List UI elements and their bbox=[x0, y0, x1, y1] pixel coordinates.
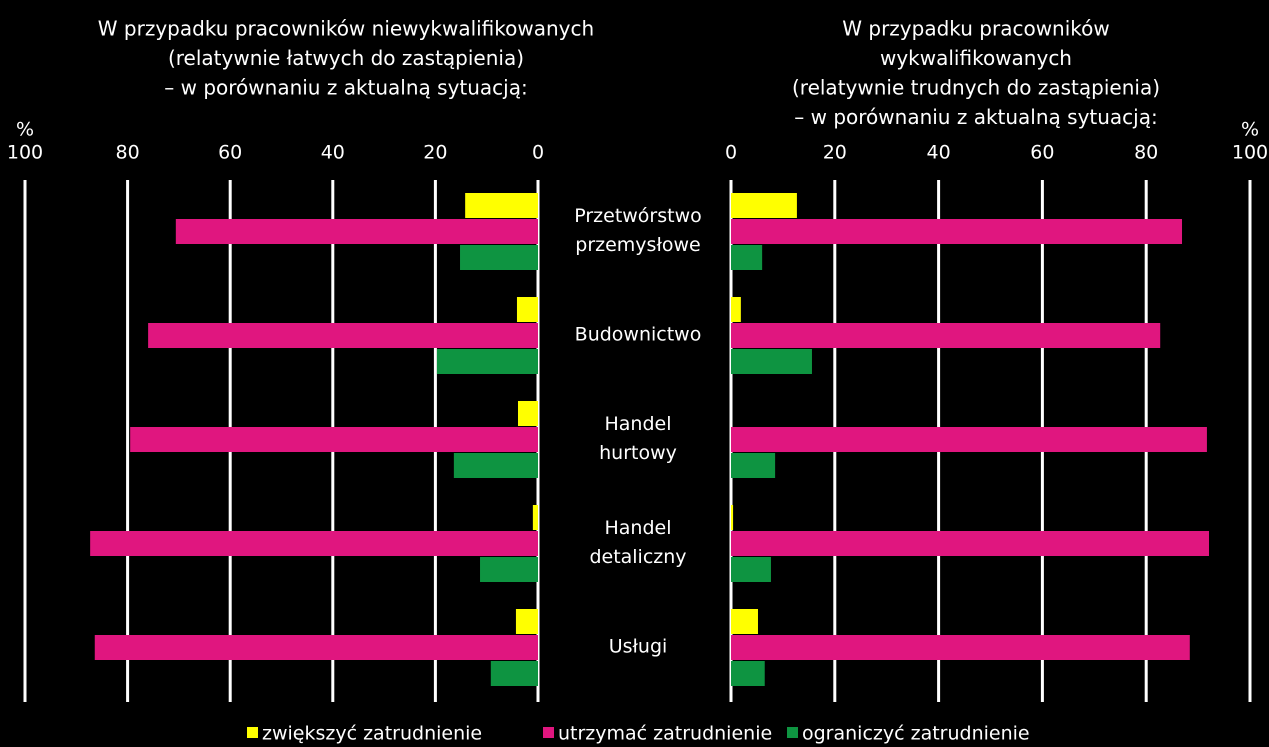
chart-title: W przypadku pracowników bbox=[842, 17, 1110, 41]
bar bbox=[731, 557, 771, 582]
bar bbox=[465, 193, 538, 218]
bar bbox=[731, 531, 1209, 556]
chart-title: wykwalifikowanych bbox=[880, 46, 1072, 70]
legend-swatch bbox=[543, 727, 554, 738]
bar bbox=[731, 219, 1183, 244]
bar bbox=[90, 531, 538, 556]
bar bbox=[175, 219, 538, 244]
bar bbox=[731, 323, 1161, 348]
bar bbox=[731, 609, 758, 634]
bar bbox=[436, 349, 538, 374]
x-tick-label: 40 bbox=[321, 142, 345, 164]
bar bbox=[731, 193, 797, 218]
bar bbox=[532, 505, 538, 530]
x-tick-label: 80 bbox=[116, 142, 140, 164]
chart-title: – w porównaniu z aktualną sytuacją: bbox=[164, 76, 527, 100]
legend-label: ograniczyć zatrudnienie bbox=[802, 723, 1030, 745]
x-tick-label: 0 bbox=[532, 142, 544, 164]
x-tick-label: 20 bbox=[423, 142, 447, 164]
axis-label: % bbox=[16, 119, 34, 141]
axis-label: % bbox=[1241, 119, 1259, 141]
bar bbox=[731, 661, 765, 686]
bar bbox=[731, 297, 741, 322]
category-label: Handel bbox=[604, 413, 671, 435]
bar bbox=[94, 635, 538, 660]
category-label: Handel bbox=[604, 517, 671, 539]
bar bbox=[515, 609, 538, 634]
x-tick-label: 100 bbox=[1232, 142, 1268, 164]
category-label: detaliczny bbox=[589, 546, 686, 568]
bar bbox=[731, 349, 812, 374]
x-tick-label: 0 bbox=[725, 142, 737, 164]
bar bbox=[480, 557, 538, 582]
bar bbox=[490, 661, 538, 686]
bar bbox=[731, 635, 1190, 660]
legend-swatch bbox=[247, 727, 258, 738]
bar bbox=[130, 427, 539, 452]
chart-title: W przypadku pracowników niewykwalifikowa… bbox=[98, 17, 594, 41]
category-label: Przetwórstwo bbox=[574, 205, 702, 227]
legend-label: utrzymać zatrudnienie bbox=[558, 723, 772, 745]
category-label: Budownictwo bbox=[575, 324, 702, 346]
category-label: przemysłowe bbox=[575, 234, 700, 256]
bar bbox=[148, 323, 538, 348]
legend-label: zwiększyć zatrudnienie bbox=[262, 723, 482, 745]
x-tick-label: 60 bbox=[218, 142, 242, 164]
bar bbox=[731, 453, 776, 478]
category-label: Usługi bbox=[609, 636, 668, 658]
chart-title: (relatywnie łatwych do zastąpienia) bbox=[168, 46, 524, 70]
x-tick-label: 100 bbox=[7, 142, 43, 164]
bar bbox=[460, 245, 538, 270]
x-tick-label: 40 bbox=[927, 142, 951, 164]
x-tick-label: 20 bbox=[823, 142, 847, 164]
chart-title: (relatywnie trudnych do zastąpienia) bbox=[792, 76, 1160, 100]
x-tick-label: 80 bbox=[1134, 142, 1158, 164]
x-tick-label: 60 bbox=[1030, 142, 1054, 164]
chart-title: – w porównaniu z aktualną sytuacją: bbox=[794, 105, 1157, 129]
legend-swatch bbox=[787, 727, 798, 738]
bar bbox=[453, 453, 538, 478]
bar bbox=[516, 297, 538, 322]
bar bbox=[731, 427, 1207, 452]
bar bbox=[517, 401, 538, 426]
bar bbox=[731, 505, 734, 530]
bar bbox=[731, 245, 763, 270]
category-label: hurtowy bbox=[599, 442, 677, 464]
